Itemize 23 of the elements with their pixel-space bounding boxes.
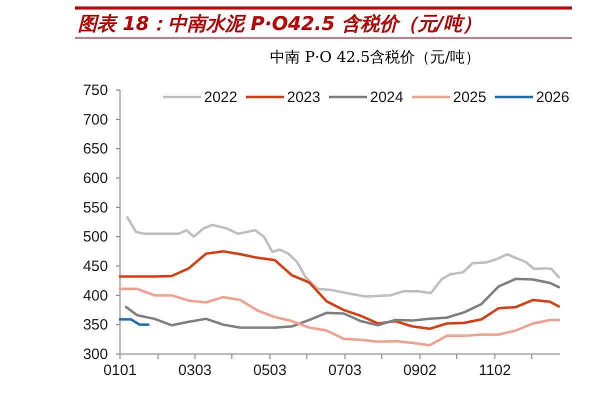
y-tick-label: 400 xyxy=(82,287,108,304)
x-tick-label: 0101 xyxy=(103,362,137,379)
y-tick-label: 550 xyxy=(82,199,108,216)
legend-label: 2023 xyxy=(287,89,320,106)
legend-label: 2022 xyxy=(204,89,238,106)
y-tick-label: 600 xyxy=(82,170,108,187)
legend-label: 2024 xyxy=(370,89,404,106)
y-tick-label: 500 xyxy=(82,228,108,246)
x-tick-label: 1102 xyxy=(478,362,511,379)
y-tick-label: 700 xyxy=(82,111,108,128)
y-tick-label: 350 xyxy=(82,316,108,334)
y-tick-label: 650 xyxy=(82,140,108,158)
y-tick-label: 450 xyxy=(82,258,108,275)
x-tick-label: 0902 xyxy=(403,362,437,379)
y-tick-label: 750 xyxy=(82,82,108,99)
x-tick-label: 0503 xyxy=(253,362,287,379)
y-tick-label: 300 xyxy=(82,346,108,363)
chart-subtitle: 中南 P·O 42.5含税价（元/吨） xyxy=(270,48,480,66)
legend-label: 2026 xyxy=(536,89,570,106)
x-tick-label: 0303 xyxy=(178,362,212,379)
legend-label: 2025 xyxy=(453,89,486,106)
chart-title: 图表 18：中南水泥 P·O42.5 含税价（元/吨） xyxy=(78,13,482,35)
x-tick-label: 0703 xyxy=(328,362,362,379)
